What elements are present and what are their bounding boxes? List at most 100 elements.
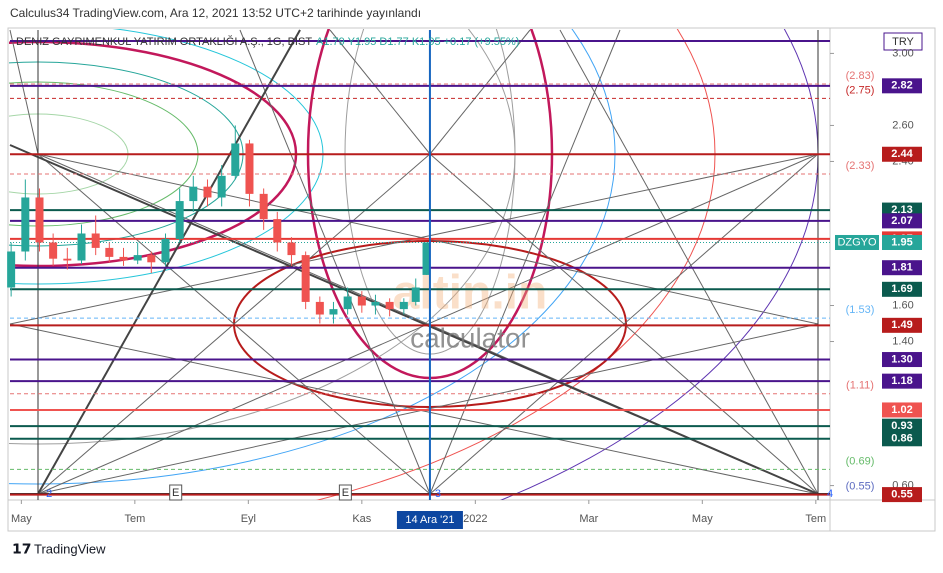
symbol: DENIZ GAYRIMENKUL YATIRIM ORTAKLIĞI A.Ş.… [16,35,312,48]
gann-line [9,29,39,155]
level-label: 0.86 [891,433,912,445]
candle-body [63,258,72,261]
y-tick-label: 3.00 [892,47,913,59]
trend-line [9,144,819,495]
crosshair-label-box [396,511,463,529]
candle-body [147,255,156,263]
candle-body [189,186,198,202]
earnings-box [169,484,183,501]
level-label-box [882,281,922,297]
earnings-box [338,484,352,501]
candle-body [133,255,142,261]
candle-body [259,193,268,220]
level-label: 0.55 [891,489,912,501]
candle-body [161,238,170,263]
candle-body [105,247,114,257]
level-label-box [882,402,922,418]
last-price-box [882,234,922,250]
candle-body [217,175,226,198]
candle-body [21,197,30,252]
dashed-level-label: (0.55) [846,481,875,493]
earnings-label: E [172,487,179,499]
candle-body [399,301,408,310]
x-tick-label: May [11,513,32,525]
crosshair-label: 14 Ara '21 [405,514,454,526]
level-label: 2.13 [891,204,912,216]
level-label: 2.44 [891,148,913,160]
frame [7,27,936,532]
last-price-name: DZGYO [837,236,877,248]
footer-logo: 𝟭𝟳 [12,541,31,557]
level-label-box [882,373,922,389]
level-label: 2.82 [891,80,912,92]
dashed-level-label: (1.11) [846,380,874,392]
x-tick-label: 2022 [463,513,487,525]
candle-body [329,309,338,315]
ohlc: A1.79 Y1.95 D1.77 K1.95 +0.17 (+9.55%) [316,36,519,48]
candle-body [287,242,296,256]
gann-line [559,29,819,495]
candle-body [273,219,282,243]
candle-body [119,256,128,261]
level-label-box [882,213,922,229]
dashed-level-label: (2.75) [846,84,875,96]
level-label: 1.18 [891,375,912,387]
candle-body [203,186,212,198]
gann-line [429,29,531,155]
level-label-box [882,431,922,447]
point-label: 3 [435,488,441,500]
candle-body [301,255,310,302]
last-price: 1.95 [891,236,912,248]
level-label: 1.02 [891,404,912,416]
candle-body [49,242,58,259]
currency: TRY [892,36,914,48]
candle-body [315,301,324,315]
candle-body [385,301,394,310]
y-tick-label: 1.40 [892,335,913,347]
publisher: Calculus34 TradingView.com, Ara 12, 2021… [10,6,421,20]
series [7,30,830,500]
candle-body [7,251,16,288]
level-label-box [882,352,922,368]
last-price-name-box [835,234,879,250]
candle-body [343,296,352,310]
level-label: 1.69 [891,283,912,295]
level-label-box [882,78,922,94]
level-label-box [882,146,922,162]
candle-body [35,197,44,243]
candle-body [91,233,100,248]
level-label-box [882,418,922,434]
candle-body [422,242,431,275]
level-label-box [882,317,922,333]
gann-line [239,29,431,495]
dashed-level-label: (0.69) [846,455,875,467]
x-tick-label: May [692,513,713,525]
gann-line [329,29,431,155]
watermark: calculator [410,322,530,353]
level-label: 1.49 [891,319,912,331]
level-label: 0.93 [891,420,912,432]
candle-body [77,233,86,261]
footer: TradingView [34,541,106,556]
candle-body [411,287,420,302]
candle-body [357,296,366,306]
candle-body [245,143,254,194]
candle-body [371,301,380,306]
x-tick-label: Tem [124,513,145,525]
x-tick-label: Mar [579,513,598,525]
level-label-box [882,260,922,276]
point-label: 4 [827,488,833,500]
dashed-level-label: (1.53) [846,304,875,316]
level-label-box [882,487,922,503]
y-tick-label: 1.60 [892,299,913,311]
level-label: 2.07 [891,215,912,227]
x-tick-label: Eyl [241,513,256,525]
level-label: 1.30 [891,353,912,365]
y-tick-label: 2.60 [892,119,913,131]
currency-box [883,32,923,51]
candle-body [175,201,184,239]
point-label: 2 [46,488,52,500]
candle-body [231,143,240,176]
